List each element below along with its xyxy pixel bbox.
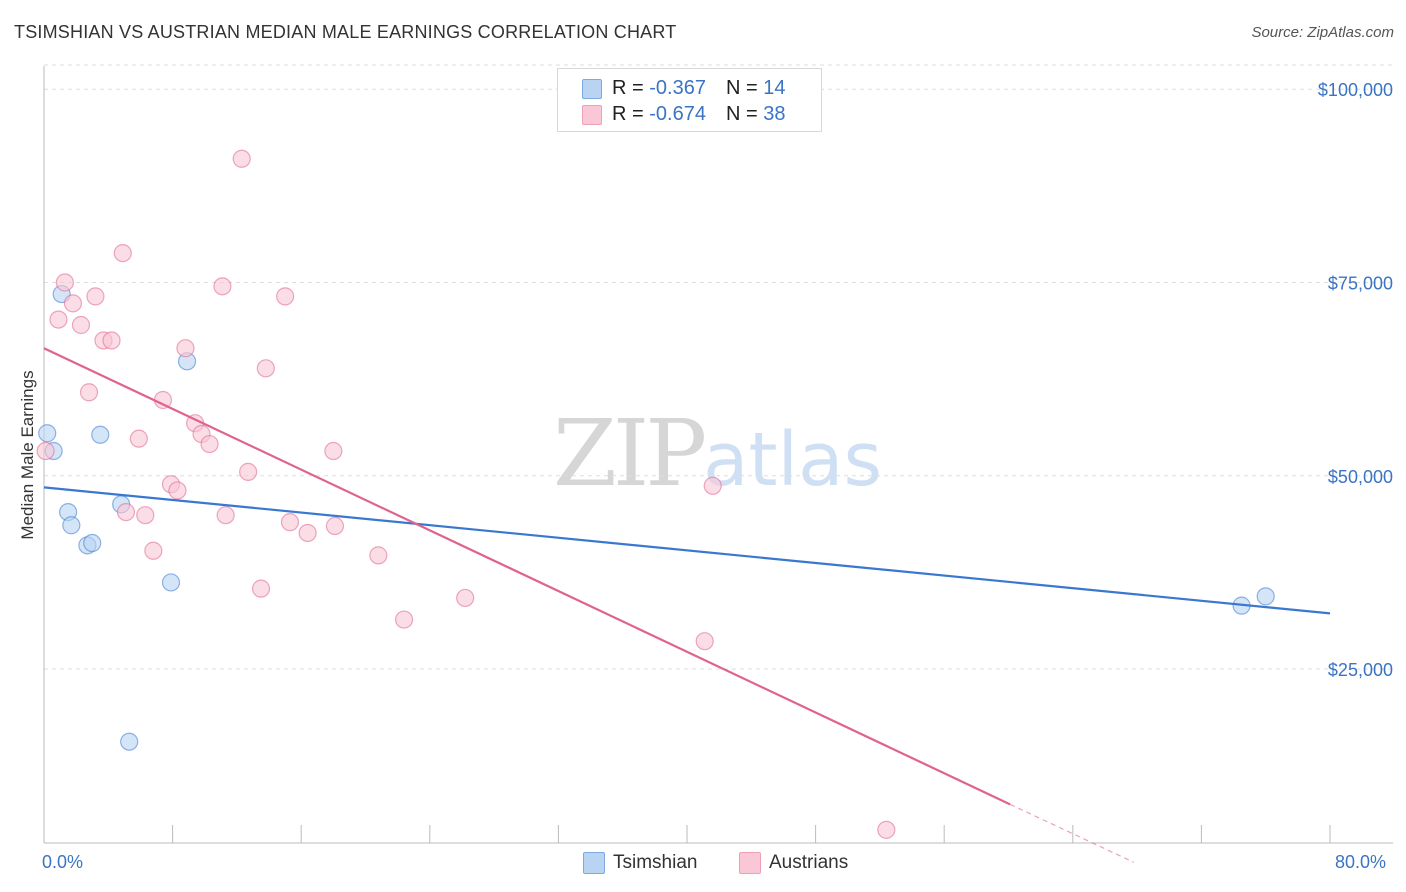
legend-swatch-tsimshian — [582, 78, 602, 99]
austrians-point — [129, 429, 148, 448]
watermark: ZIPatlas — [553, 400, 882, 507]
y-tick-label: $100,000 — [1318, 80, 1393, 100]
legend-n-label: N = — [725, 77, 758, 99]
watermark-atlas: atlas — [703, 417, 882, 503]
austrians-point — [55, 273, 74, 292]
austrians-point — [213, 277, 232, 296]
bottom-legend-label-austrians: Austrians — [769, 852, 849, 874]
legend-n-value: 14 — [763, 77, 786, 99]
austrians-point — [200, 434, 219, 454]
austrians-point — [324, 441, 343, 461]
austrians-point — [63, 294, 83, 313]
legend-swatch-austrians — [582, 104, 602, 125]
tsimshian-point — [83, 533, 102, 553]
austrians-point — [36, 441, 55, 461]
y-tick-label: $75,000 — [1328, 273, 1393, 293]
y-axis-label: Median Male Earnings — [18, 370, 37, 540]
austrians-point — [695, 632, 714, 651]
correlation-legend: R = -0.367 N = 14 R = -0.674 N = 38 — [557, 68, 822, 132]
tsimshian-point — [91, 425, 110, 444]
austrians-point — [280, 513, 300, 532]
austrians-point — [276, 287, 295, 306]
tsimshian-trend-line — [43, 486, 1331, 615]
austrians-point — [49, 310, 68, 329]
austrians-point — [216, 506, 235, 525]
austrians-point — [325, 516, 345, 536]
watermark-zip: ZIP — [553, 400, 707, 507]
legend-r-label: R = — [612, 103, 644, 125]
austrians-point — [144, 541, 163, 560]
y-tick-label: $50,000 — [1328, 467, 1393, 487]
austrians-point — [456, 588, 475, 608]
austrians-point — [394, 610, 414, 629]
bottom-legend-swatch-austrians — [739, 852, 761, 874]
bottom-legend-label-tsimshian: Tsimshian — [613, 852, 698, 874]
austrians-point — [168, 481, 187, 500]
austrians-point — [877, 820, 896, 839]
tsimshian-point — [120, 732, 139, 751]
legend-r-value: -0.674 — [649, 103, 706, 125]
tsimshian-point — [161, 573, 181, 592]
austrians-point — [232, 149, 251, 168]
tsimshian-point — [1256, 587, 1275, 606]
austrians-point — [703, 476, 722, 495]
legend-row-austrians: R = -0.674 N = 38 — [582, 103, 785, 125]
austrians-point — [71, 315, 91, 335]
tsimshian-point — [62, 516, 81, 535]
x-tick-label-min: 0.0% — [42, 852, 84, 872]
austrians-point — [256, 359, 275, 378]
legend-row-tsimshian: R = -0.367 N = 14 — [582, 77, 785, 99]
austrians-point — [136, 506, 155, 525]
y-tick-label: $25,000 — [1328, 660, 1393, 680]
austrians-point — [116, 502, 136, 522]
bottom-legend-tsimshian: Tsimshian — [583, 852, 697, 874]
austrians-point — [176, 339, 195, 358]
source-label: Source: ZipAtlas.com — [1251, 24, 1394, 41]
legend-n-value: 38 — [763, 103, 786, 125]
austrians-point — [153, 390, 173, 410]
austrians-point — [298, 523, 317, 543]
austrians-point — [86, 287, 105, 306]
austrians-point — [239, 462, 258, 481]
austrians-point — [79, 383, 99, 402]
austrians-point — [113, 243, 132, 263]
legend-r-label: R = — [612, 77, 644, 99]
austrians-trend-extension — [1009, 803, 1135, 863]
austrians-point — [251, 579, 271, 598]
austrians-point — [102, 331, 121, 350]
austrians-point — [369, 546, 388, 565]
x-tick-label-max: 80.0% — [1335, 852, 1387, 872]
bottom-legend-austrians: Austrians — [739, 852, 848, 874]
chart-title: TSIMSHIAN VS AUSTRIAN MEDIAN MALE EARNIN… — [14, 22, 677, 42]
bottom-legend-swatch-tsimshian — [583, 852, 605, 874]
legend-n-label: N = — [725, 103, 758, 125]
tsimshian-point — [38, 424, 57, 443]
legend-r-value: -0.367 — [649, 77, 706, 99]
austrians-trend-line — [43, 347, 1011, 806]
